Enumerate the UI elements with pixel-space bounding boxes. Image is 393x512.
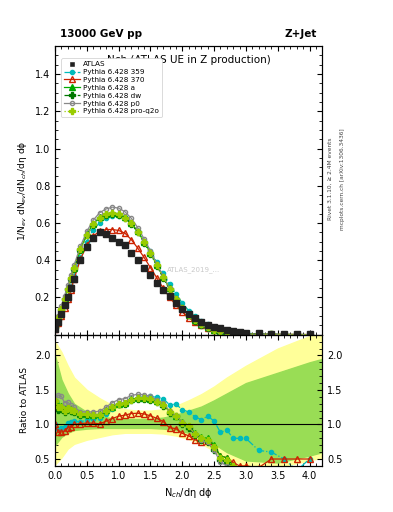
Text: ATLAS_2019_...: ATLAS_2019_...	[167, 266, 220, 273]
Text: Rivet 3.1.10, ≥ 2.4M events: Rivet 3.1.10, ≥ 2.4M events	[328, 138, 333, 221]
Y-axis label: Ratio to ATLAS: Ratio to ATLAS	[20, 367, 29, 433]
Y-axis label: 1/N$_{ev}$ dN$_{ev}$/dN$_{ch}$/dη dϕ: 1/N$_{ev}$ dN$_{ev}$/dN$_{ch}$/dη dϕ	[16, 140, 29, 241]
Text: 13000 GeV pp: 13000 GeV pp	[61, 29, 143, 39]
Text: Nch (ATLAS UE in Z production): Nch (ATLAS UE in Z production)	[107, 55, 270, 65]
Text: mcplots.cern.ch [arXiv:1306.3436]: mcplots.cern.ch [arXiv:1306.3436]	[340, 129, 345, 230]
X-axis label: N$_{ch}$/dη dϕ: N$_{ch}$/dη dϕ	[164, 486, 213, 500]
Text: Z+Jet: Z+Jet	[285, 29, 317, 39]
Legend: ATLAS, Pythia 6.428 359, Pythia 6.428 370, Pythia 6.428 a, Pythia 6.428 dw, Pyth: ATLAS, Pythia 6.428 359, Pythia 6.428 37…	[61, 58, 162, 117]
